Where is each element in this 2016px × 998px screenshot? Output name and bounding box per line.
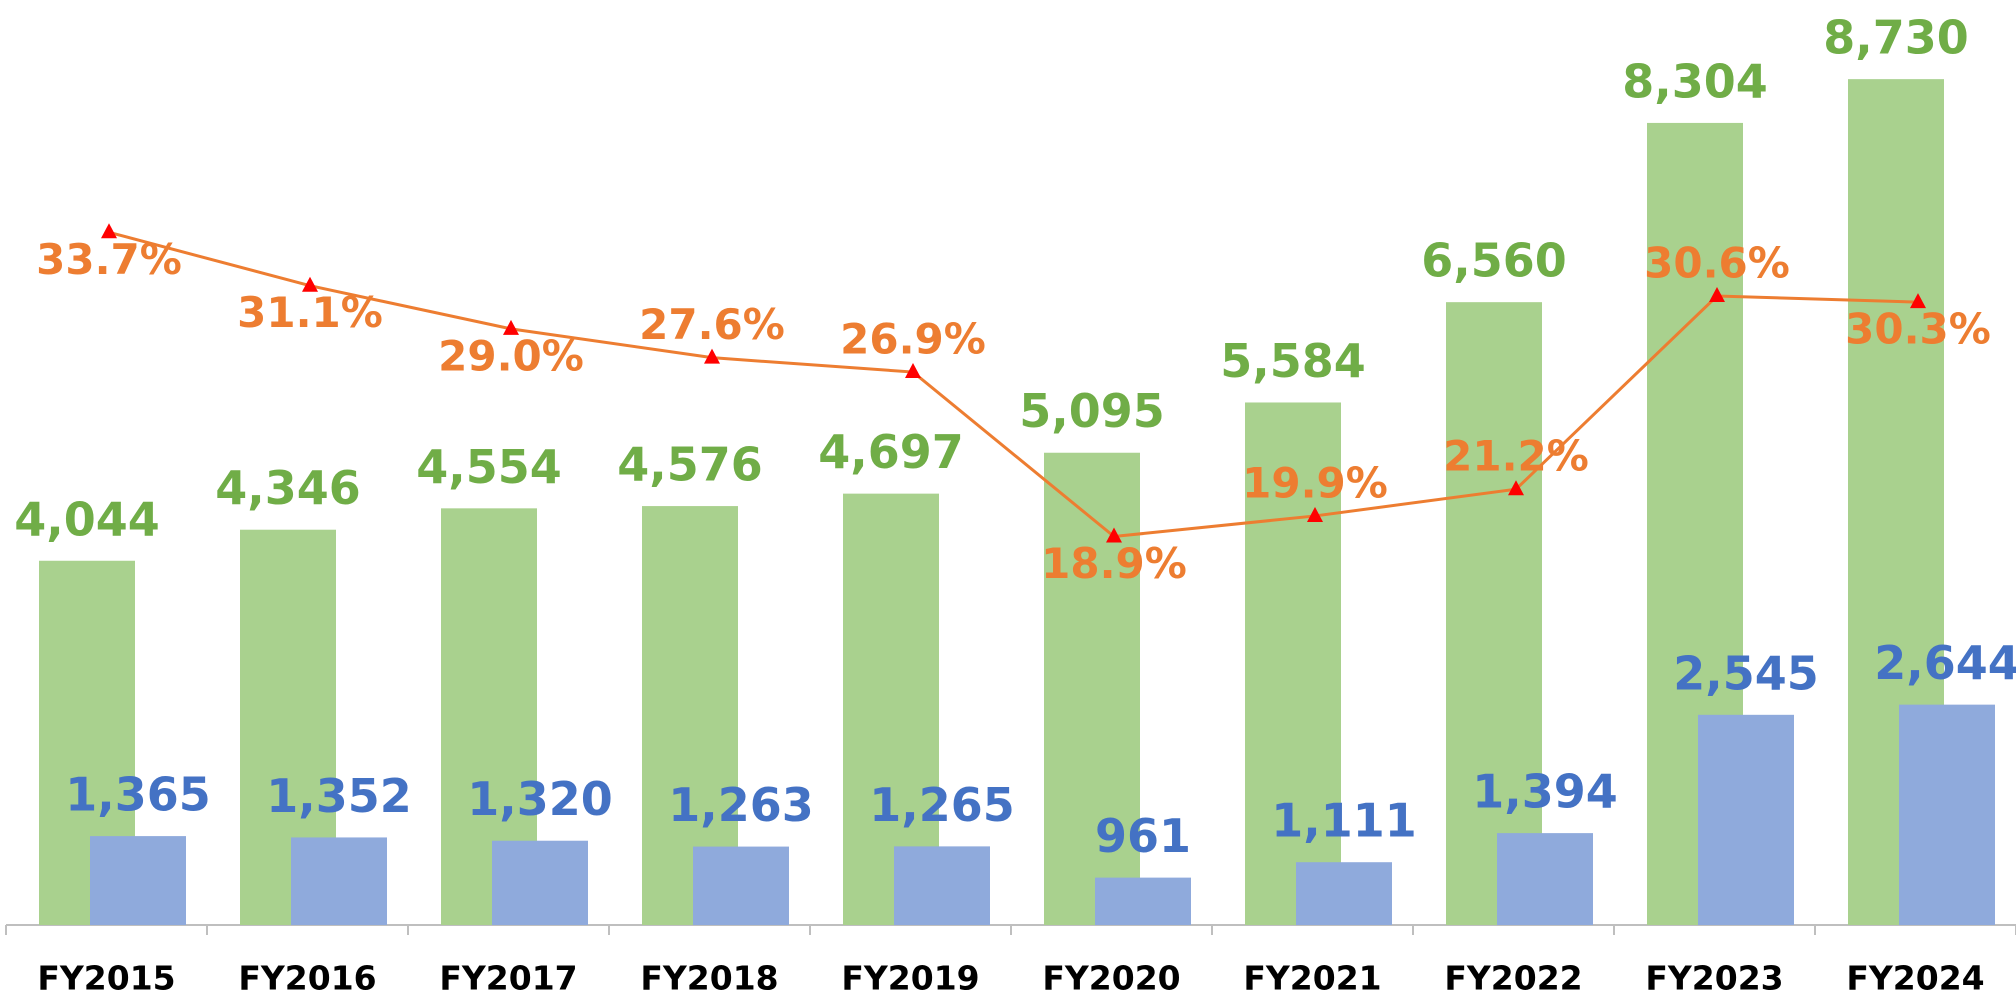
marker [905,363,921,379]
bar [1245,402,1341,925]
x-tick-label: FY2019 [841,959,979,998]
data-label: 4,044 [14,492,160,546]
bar [1698,714,1794,925]
bar [1095,877,1191,925]
data-label: 4,576 [617,438,763,492]
data-label: 1,352 [266,769,412,823]
data-label: 21.2% [1443,432,1589,481]
data-label: 6,560 [1421,234,1567,288]
marker [1709,287,1725,302]
bar [693,846,789,925]
bar [1497,833,1593,925]
marker [704,348,720,364]
data-label: 4,697 [818,425,964,479]
bar [1446,302,1542,926]
data-label: 2,545 [1673,646,1819,700]
marker [1508,480,1524,496]
data-label: 19.9% [1242,458,1388,507]
data-label: 30.6% [1644,239,1790,288]
marker [1910,293,1926,309]
line [108,230,1919,539]
data-label: 5,584 [1220,334,1366,388]
x-tick-label: FY2023 [1645,959,1783,998]
x-tick-label: FY2018 [640,959,778,998]
bar [291,837,387,925]
data-label: 1,111 [1271,794,1417,848]
data-label: 29.0% [438,331,584,380]
x-tick-label: FY2022 [1444,959,1582,998]
data-label: 8,304 [1622,54,1768,108]
data-label: 1,320 [467,772,613,826]
data-label: 30.3% [1845,305,1991,354]
data-label: 5,095 [1019,384,1165,438]
data-label: 8,730 [1823,11,1969,65]
marker [302,276,318,292]
data-label: 4,346 [215,461,361,515]
data-label: 33.7% [36,235,182,284]
data-label: 2,644 [1874,636,2016,690]
x-tick-label: FY2020 [1042,959,1180,998]
data-label: 26.9% [840,315,986,364]
data-label: 4,554 [416,440,562,494]
bar [492,840,588,925]
x-tick-label: FY2024 [1846,959,1984,998]
data-label: 1,263 [668,778,814,832]
data-label: 18.9% [1041,539,1187,588]
data-label: 31.1% [237,288,383,337]
x-tick-label: FY2015 [37,959,175,998]
bar [1044,452,1140,925]
data-label: 1,394 [1472,765,1618,819]
x-tick-label: FY2016 [238,959,376,998]
x-tick-label: FY2017 [439,959,577,998]
bar [1296,862,1392,925]
data-label: 1,265 [869,778,1015,832]
data-label: 1,365 [65,768,211,822]
bar [894,846,990,925]
data-label: 961 [1095,809,1191,863]
marker [101,223,117,239]
marker [1106,527,1122,543]
bar [1899,704,1995,925]
marker [503,319,519,335]
data-label: 27.6% [639,300,785,349]
bar [90,836,186,925]
x-tick-label: FY2021 [1243,959,1381,998]
marker [1307,506,1323,522]
